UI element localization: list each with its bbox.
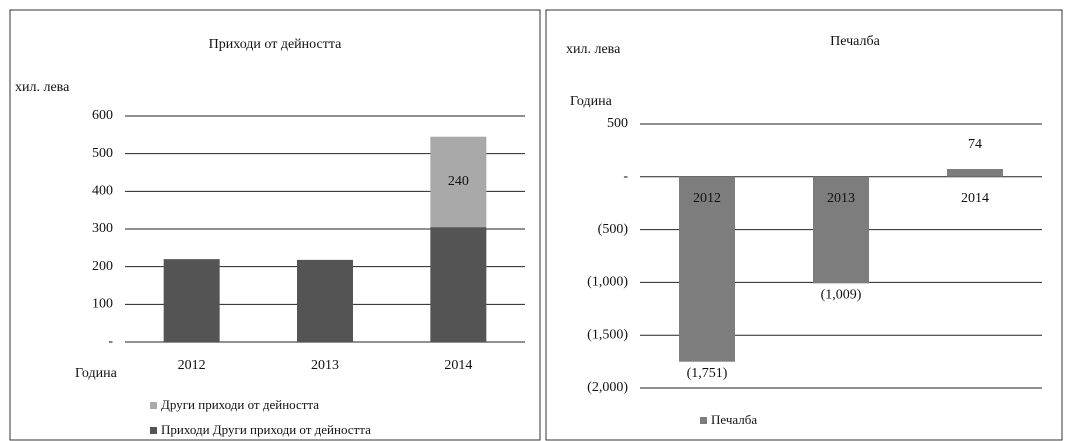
bar: [947, 168, 1003, 177]
x-tick-label: 2013: [311, 358, 339, 373]
y-axis-label: хил. лева: [566, 42, 621, 57]
y-tick-label: 300: [92, 221, 113, 236]
bar: [813, 176, 869, 284]
left-frame: [9, 9, 541, 441]
x-axis-label: Година: [570, 94, 613, 109]
y-tick-label: (500): [598, 222, 629, 237]
bar: [297, 259, 353, 342]
x-tick-label: 2014: [961, 191, 989, 206]
legend-swatch: [150, 402, 157, 409]
x-axis-label: Година: [75, 366, 118, 381]
x-tick-label: 2013: [827, 191, 855, 206]
y-tick-label: 200: [92, 259, 113, 274]
y-tick-label: -: [108, 334, 113, 349]
legend-label: Приходи Други приходи от дейността: [161, 422, 371, 437]
bar: [679, 176, 735, 362]
data-label: (1,009): [821, 288, 862, 303]
y-tick-label: (2,000): [587, 380, 628, 395]
chart-title: Приходи от дейността: [209, 37, 343, 52]
y-tick-label: -: [623, 169, 628, 184]
right-frame: [545, 9, 1063, 441]
y-tick-label: 500: [607, 116, 628, 131]
data-label: 240: [448, 174, 469, 189]
data-label: (1,751): [687, 366, 728, 381]
y-axis-label: хил. лева: [15, 80, 70, 95]
x-tick-label: 2012: [178, 358, 206, 373]
legend-swatch: [700, 417, 707, 424]
y-tick-label: (1,500): [587, 327, 628, 342]
x-tick-label: 2012: [693, 191, 721, 206]
data-label: 74: [968, 137, 982, 152]
bar: [430, 136, 487, 228]
bar: [163, 259, 220, 342]
bar: [430, 227, 487, 342]
y-tick-label: 600: [92, 108, 113, 123]
y-tick-label: 400: [92, 184, 113, 199]
legend-swatch: [150, 427, 157, 434]
y-tick-label: 100: [92, 297, 113, 312]
x-tick-label: 2014: [444, 358, 472, 373]
y-tick-label: 500: [92, 146, 113, 161]
y-tick-label: (1,000): [587, 275, 628, 290]
legend-label: Печалба: [711, 412, 757, 427]
legend-label: Други приходи от дейността: [161, 397, 319, 412]
chart-title: Печалба: [830, 34, 880, 49]
